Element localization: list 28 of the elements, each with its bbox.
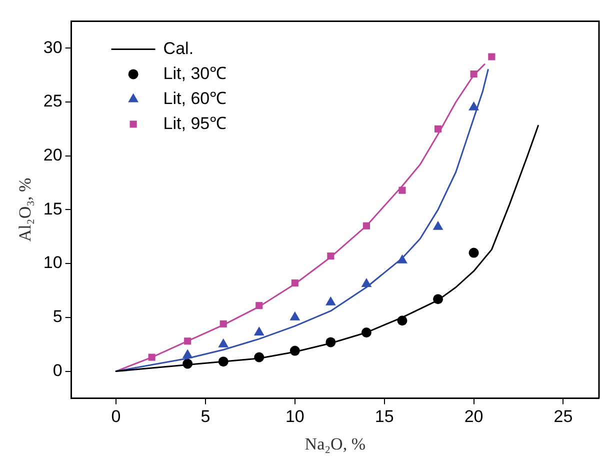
y-axis-title: Al₂O₃, %	[16, 178, 35, 242]
legend-label: Cal.	[163, 38, 194, 58]
point	[468, 248, 479, 258]
legend-label: Lit, 95℃	[163, 114, 227, 133]
x-tick-label: 5	[200, 407, 210, 426]
x-tick-label: 25	[554, 407, 573, 426]
x-tick-label: 20	[464, 407, 484, 426]
y-tick-label: 10	[43, 253, 62, 272]
point	[468, 101, 479, 110]
point	[290, 311, 300, 320]
x-tick-label: 10	[285, 407, 304, 426]
point	[254, 326, 264, 336]
y-tick-label: 25	[43, 92, 62, 111]
x-tick-label: 15	[374, 407, 394, 426]
point	[398, 186, 406, 194]
point	[325, 296, 336, 306]
point	[218, 338, 229, 348]
legend-label: Lit, 30℃	[163, 64, 227, 83]
x-tick-label: 0	[111, 407, 121, 426]
point	[488, 53, 496, 60]
y-tick-label: 20	[43, 146, 62, 165]
legend-label: Lit, 60℃	[163, 88, 227, 108]
y-tick-label: 5	[52, 307, 62, 326]
y-tick-label: 15	[43, 199, 62, 218]
x-axis-title: Na₂O, %	[304, 434, 366, 454]
point	[432, 220, 444, 230]
y-tick-label: 30	[43, 38, 62, 57]
y-tick-label: 0	[52, 360, 62, 380]
